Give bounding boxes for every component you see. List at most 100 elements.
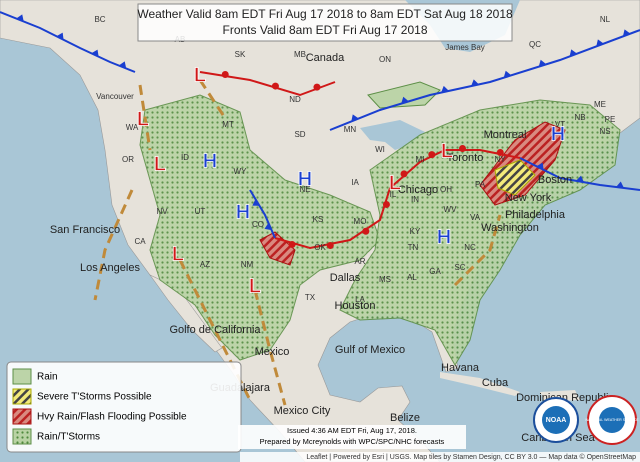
front-symbol	[496, 149, 504, 157]
place-label: ID	[181, 153, 189, 162]
low-center: L	[389, 172, 401, 194]
front-line	[0, 11, 136, 73]
place-label: NM	[241, 260, 254, 269]
front-symbol	[351, 114, 359, 122]
place-label: Mexico	[255, 346, 290, 358]
place-label: IA	[351, 178, 359, 187]
trough	[93, 189, 134, 301]
front-symbol	[382, 200, 390, 208]
front-symbol	[616, 181, 624, 188]
place-label: SK	[235, 50, 246, 59]
place-label: VT	[555, 120, 565, 129]
place-label: AL	[407, 273, 417, 282]
rain-area	[139, 94, 381, 361]
place-label: NS	[599, 127, 610, 136]
front-symbol	[221, 71, 229, 79]
place-label: MI	[416, 155, 425, 164]
place-label: Philadelphia	[505, 209, 566, 221]
place-label: MS	[379, 275, 391, 284]
front-symbol	[538, 59, 547, 67]
place-label: OK	[314, 243, 326, 252]
front-symbol	[596, 39, 604, 47]
severe-area	[494, 159, 536, 196]
front-symbol	[400, 170, 408, 178]
title: Weather Valid 8am EDT Fri Aug 17 2018 to…	[137, 7, 513, 21]
place-label: IN	[411, 195, 419, 204]
front-symbol	[16, 14, 24, 22]
place-label: ME	[594, 100, 606, 109]
low-center: L	[441, 140, 453, 162]
place-label: KS	[313, 215, 324, 224]
place-label: LA	[355, 295, 365, 304]
legend-label: Rain/T'Storms	[37, 432, 100, 443]
place-label: ND	[289, 95, 301, 104]
legend-label: Severe T'Storms Possible	[37, 392, 152, 403]
nws-logo-inner	[599, 407, 625, 433]
front-symbol	[313, 83, 321, 91]
legend-swatch	[12, 388, 32, 405]
place-label: NV	[156, 207, 168, 216]
front-symbol	[264, 222, 272, 231]
place-label: CO	[252, 220, 264, 229]
legend-swatch	[12, 368, 32, 385]
place-label: PE	[605, 115, 616, 124]
place-label: MO	[354, 217, 367, 226]
place-label: GA	[429, 267, 441, 276]
place-label: WA	[126, 123, 139, 132]
place-label: IL	[390, 190, 397, 199]
front-line	[249, 189, 276, 239]
cuba	[440, 372, 520, 396]
front-symbol	[91, 49, 99, 57]
place-label: NE	[299, 185, 310, 194]
place-label: Cuba	[482, 377, 509, 389]
place-label: Washington	[481, 222, 539, 234]
attribution[interactable]: Leaflet | Powered by Esri | USGS. Map ti…	[306, 453, 636, 461]
trough	[453, 214, 502, 287]
place-label: CA	[134, 237, 146, 246]
place-label: Chicago	[398, 184, 438, 196]
title-box	[137, 3, 513, 42]
front-symbol	[569, 49, 578, 57]
legend-label: Rain	[37, 372, 58, 383]
place-label: WV	[444, 205, 458, 214]
front-symbol	[503, 70, 512, 78]
place-label: Belize	[390, 412, 420, 424]
legend-swatch	[12, 428, 32, 445]
place-label: MB	[294, 50, 306, 59]
front-symbol	[441, 85, 449, 93]
place-label: ON	[379, 55, 391, 64]
legend	[6, 361, 242, 453]
front-symbol	[459, 145, 466, 152]
low-center: L	[194, 64, 206, 86]
place-label: WY	[234, 167, 248, 176]
front-symbol	[288, 240, 296, 248]
place-label: Havana	[441, 362, 480, 374]
place-label: TN	[408, 243, 419, 252]
high-center: H	[551, 123, 565, 145]
prepared-by: Prepared by Mcreynolds with WPC/SPC/NHC …	[260, 437, 445, 446]
trough	[253, 289, 287, 406]
front-symbol	[401, 96, 409, 104]
trough	[198, 79, 227, 119]
low-center: L	[137, 108, 149, 130]
place-label: NY	[494, 155, 506, 164]
front-symbol	[118, 61, 127, 69]
place-label: San Francisco	[50, 224, 120, 236]
place-label: NC	[464, 243, 476, 252]
front-symbol	[576, 175, 584, 183]
front-line	[389, 149, 521, 189]
place-label: Toronto	[447, 152, 484, 164]
place-label: PA	[475, 180, 486, 189]
issued-box	[238, 425, 466, 449]
legend-label: Hvy Rain/Flash Flooding Possible	[37, 412, 187, 423]
front-symbol	[326, 241, 334, 249]
place-label: SD	[294, 130, 305, 139]
front-symbol	[56, 32, 64, 40]
front-symbol	[362, 227, 370, 235]
place-label: OR	[122, 155, 134, 164]
place-label: UT	[195, 207, 206, 216]
nws-text: NATIONAL WEATHER SERVICE	[586, 418, 640, 422]
front-symbol	[471, 79, 479, 87]
high-center: H	[236, 201, 250, 223]
place-label: QC	[529, 40, 541, 49]
